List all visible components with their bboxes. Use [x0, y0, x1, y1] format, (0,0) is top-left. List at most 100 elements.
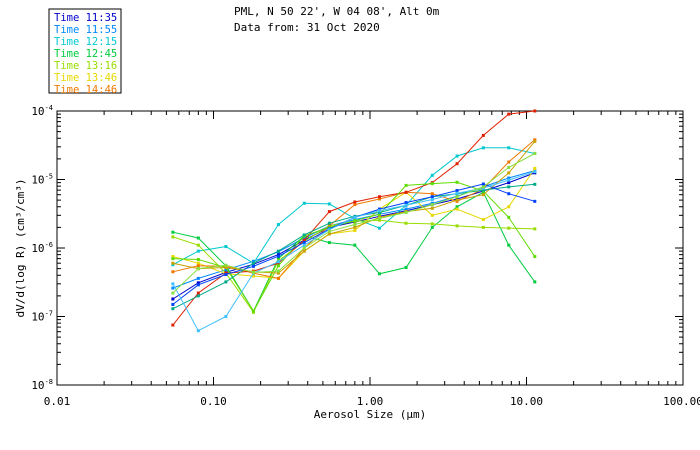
- data-point: [196, 249, 200, 253]
- y-tick-label: 10-8: [31, 378, 53, 392]
- axis-ticks: [56, 110, 683, 386]
- data-point: [353, 243, 357, 247]
- data-point: [377, 197, 381, 201]
- data-point: [353, 203, 357, 207]
- data-point: [327, 229, 331, 233]
- data-point: [276, 253, 280, 257]
- data-point: [196, 236, 200, 240]
- data-point: [196, 329, 200, 333]
- data-point: [251, 261, 255, 265]
- legend-entry: Time 13:46: [54, 72, 117, 84]
- data-point: [171, 282, 175, 286]
- data-point: [377, 210, 381, 214]
- data-point: [507, 112, 511, 116]
- data-point: [196, 267, 200, 271]
- data-point: [507, 160, 511, 164]
- data-point: [171, 307, 175, 311]
- y-tick-label: 10-7: [31, 310, 53, 324]
- data-point: [171, 270, 175, 274]
- data-point: [171, 261, 175, 265]
- data-point: [430, 192, 434, 196]
- data-point: [327, 228, 331, 232]
- data-point: [404, 201, 408, 205]
- data-point: [533, 199, 537, 203]
- data-point: [302, 233, 306, 237]
- x-tick-label: 0.10: [200, 395, 227, 408]
- data-point: [455, 195, 459, 199]
- data-point: [196, 261, 200, 265]
- data-point: [224, 268, 228, 272]
- data-point: [430, 173, 434, 177]
- chart-subtitle: Data from: 31 Oct 2020: [234, 21, 380, 34]
- data-point: [430, 225, 434, 229]
- data-point: [507, 226, 511, 230]
- series-9: [171, 139, 537, 275]
- x-tick-label: 1.00: [357, 395, 384, 408]
- data-point: [196, 276, 200, 280]
- series-12: [171, 170, 537, 333]
- data-point: [430, 182, 434, 186]
- data-point: [455, 154, 459, 158]
- data-point: [171, 263, 175, 267]
- data-point: [353, 229, 357, 233]
- data-point: [455, 180, 459, 184]
- data-point: [353, 223, 357, 227]
- data-point: [224, 273, 228, 277]
- data-point: [302, 238, 306, 242]
- data-point: [377, 226, 381, 230]
- data-point: [430, 195, 434, 199]
- legend-box: [48, 8, 122, 94]
- data-point: [481, 133, 485, 137]
- y-tick-label: 10-6: [31, 241, 53, 255]
- data-point: [533, 170, 537, 174]
- data-point: [430, 222, 434, 226]
- data-point: [455, 198, 459, 202]
- legend-entry: Time 14:46: [54, 84, 117, 96]
- data-point: [251, 264, 255, 268]
- data-point: [377, 207, 381, 211]
- data-point: [430, 198, 434, 202]
- data-point: [533, 151, 537, 155]
- data-point: [353, 219, 357, 223]
- x-tick-label: 0.01: [44, 395, 71, 408]
- data-point: [455, 205, 459, 209]
- data-point: [327, 232, 331, 236]
- data-point: [251, 274, 255, 278]
- series-6: [171, 138, 537, 280]
- series-2: [171, 146, 537, 267]
- data-point: [377, 272, 381, 276]
- data-point: [171, 230, 175, 234]
- data-point: [276, 276, 280, 280]
- data-point: [224, 245, 228, 249]
- data-point: [196, 281, 200, 285]
- data-point: [224, 315, 228, 318]
- data-point: [353, 215, 357, 219]
- data-point: [404, 207, 408, 211]
- data-point: [196, 294, 200, 298]
- data-point: [377, 218, 381, 222]
- data-point: [481, 146, 485, 150]
- series-layer: [171, 109, 537, 333]
- series-line: [172, 141, 536, 274]
- data-point: [171, 235, 175, 239]
- data-point: [533, 166, 537, 170]
- data-point: [302, 249, 306, 253]
- data-point: [302, 243, 306, 247]
- data-point: [507, 185, 511, 189]
- data-point: [171, 257, 175, 261]
- data-point: [196, 243, 200, 247]
- data-point: [276, 260, 280, 264]
- data-point: [224, 263, 228, 267]
- data-point: [533, 182, 537, 186]
- data-point: [276, 271, 280, 275]
- data-point: [251, 259, 255, 263]
- data-point: [224, 265, 228, 269]
- data-point: [171, 291, 175, 295]
- data-point: [196, 264, 200, 268]
- data-point: [507, 165, 511, 169]
- data-point: [224, 280, 228, 284]
- series-13: [171, 151, 537, 295]
- x-tick-label: 100.00: [663, 395, 700, 408]
- data-point: [377, 212, 381, 216]
